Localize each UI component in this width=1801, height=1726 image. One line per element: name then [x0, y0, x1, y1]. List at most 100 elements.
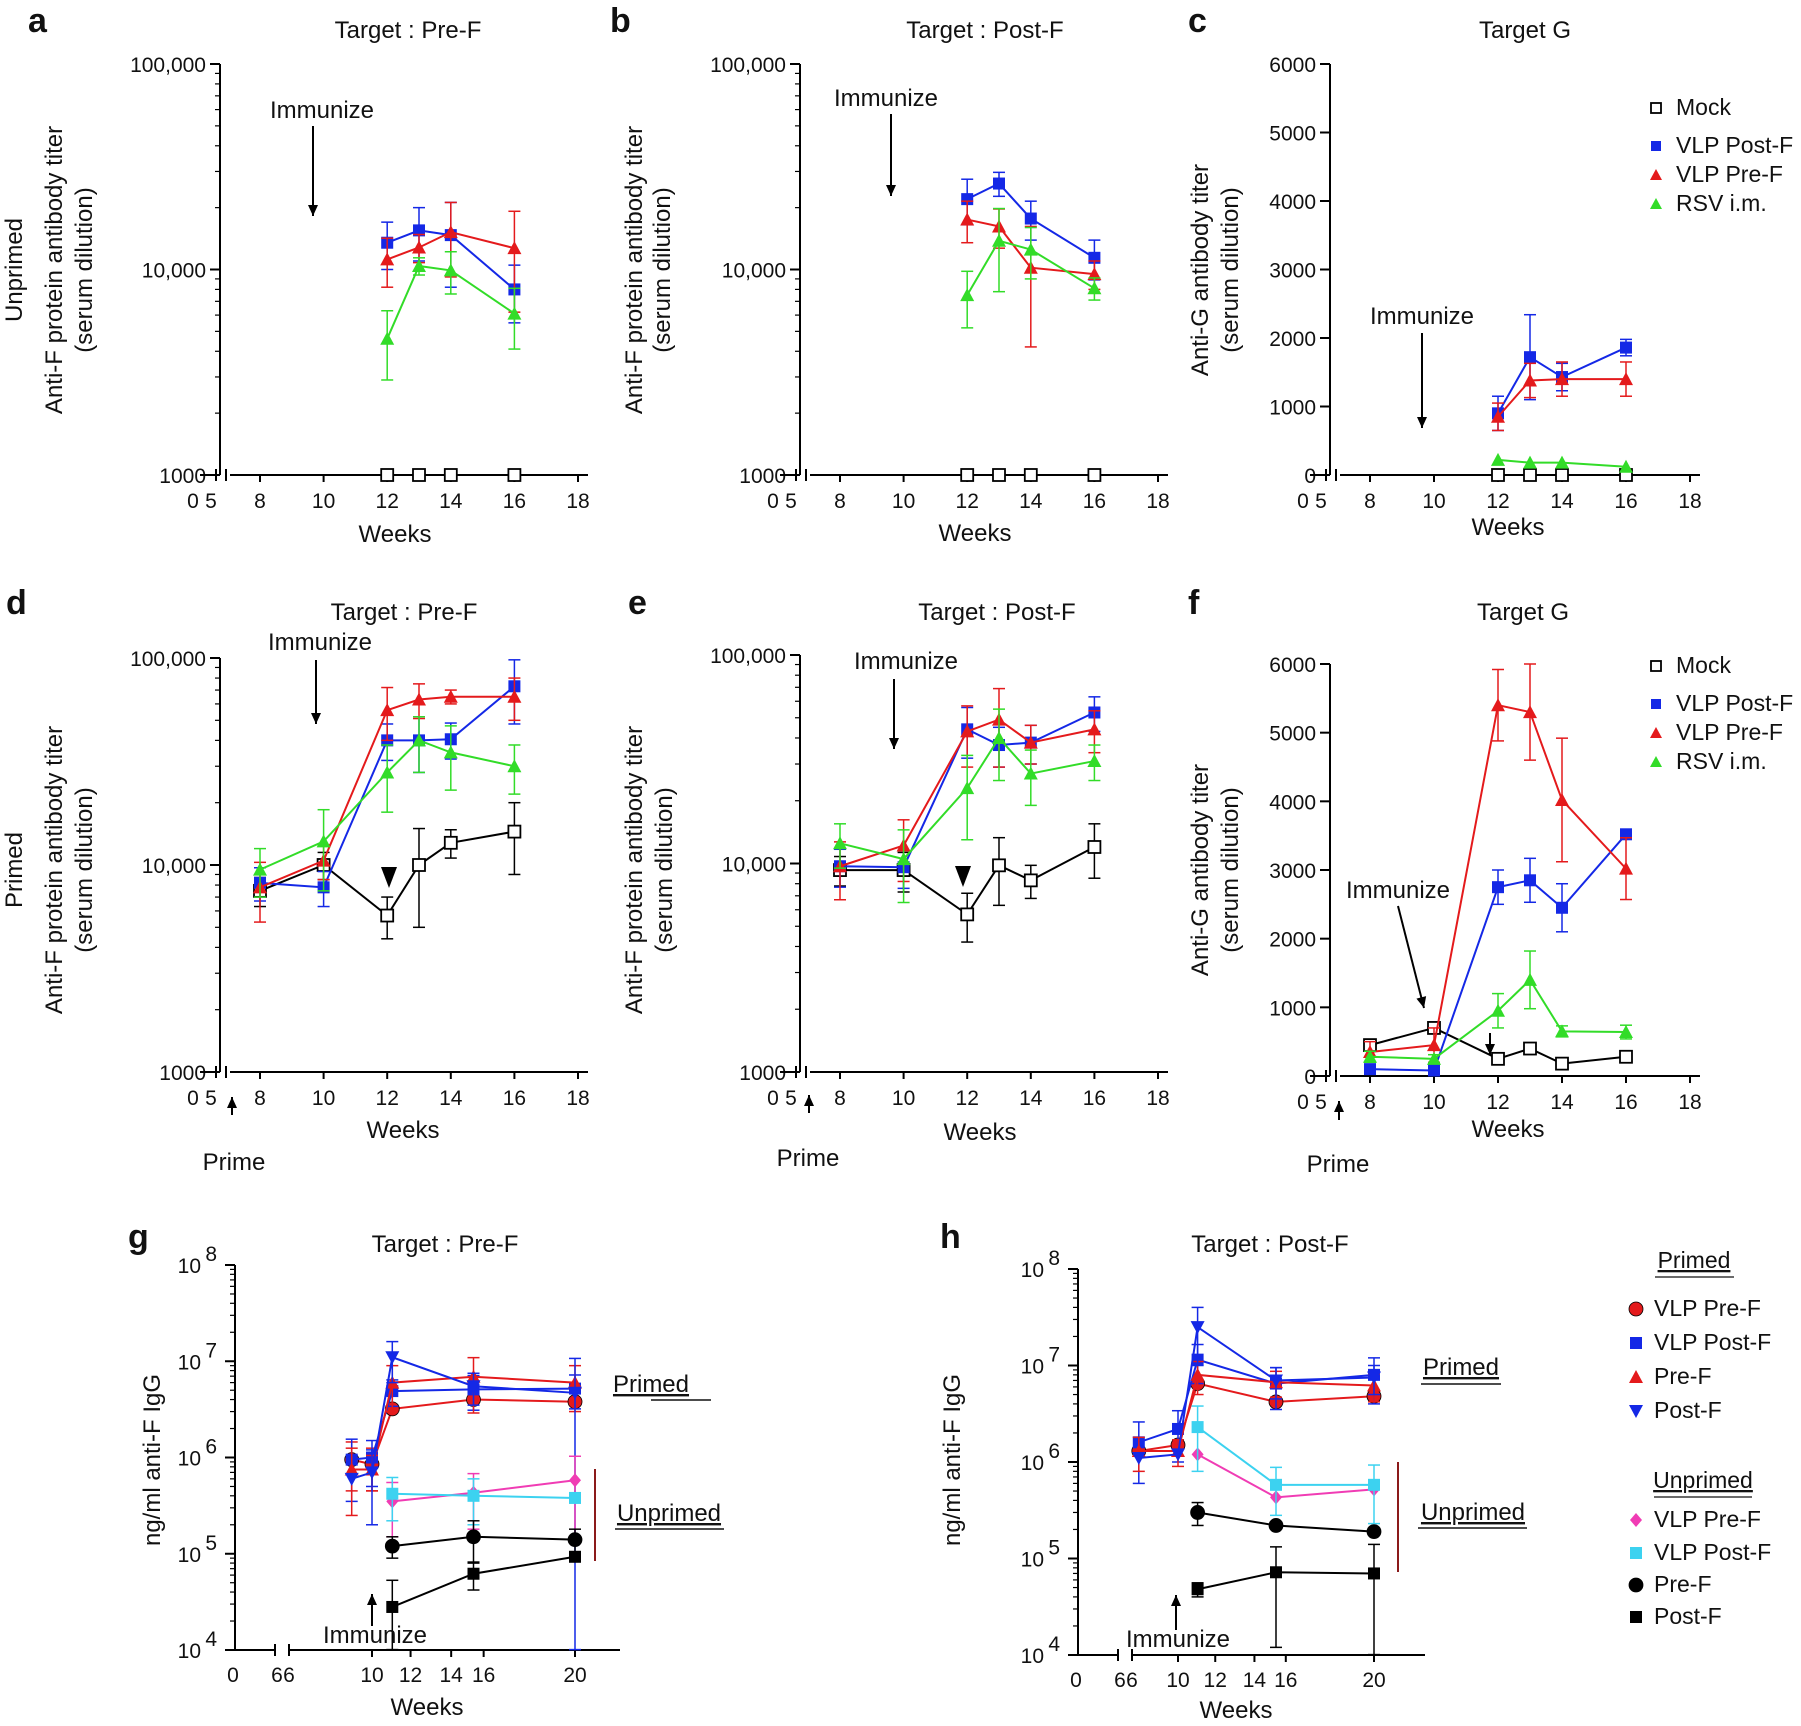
data-point: [412, 240, 426, 254]
legend-label: Pre-F: [1654, 1363, 1712, 1389]
data-point: [1087, 281, 1102, 295]
legend-marker: [1650, 169, 1662, 180]
y-axis-label: Anti-F protein antibody titer: [41, 726, 68, 1014]
immunize-label: Immunize: [1126, 1626, 1230, 1653]
data-point: [412, 858, 426, 872]
data-point: [413, 224, 425, 237]
series-line: [839, 718, 1095, 868]
x-tick-label: 12: [376, 1087, 399, 1110]
x-tick-label: 8: [834, 1087, 846, 1110]
series-line: [966, 182, 1095, 259]
data-point: [1491, 452, 1505, 466]
panel-c: c Target G Anti-G antibody titer (serum dil…: [1187, 2, 1702, 541]
y-axis-label: ng/ml anti-F IgG: [939, 1374, 966, 1546]
x-tick-label: 8: [254, 1087, 266, 1110]
data-point: [1131, 1452, 1146, 1466]
y-axis-label: (serum dilution): [71, 787, 98, 952]
data-point: [380, 252, 395, 266]
data-point: [443, 835, 458, 850]
legend-marker: [1650, 727, 1662, 738]
legend-marker: [1630, 1547, 1642, 1559]
data-point: [569, 1550, 581, 1563]
data-point: [1491, 1003, 1505, 1017]
data-point: [443, 745, 458, 759]
series-line: [386, 231, 515, 261]
x-tick-label: 14: [439, 490, 463, 513]
y-tick-label: 10: [178, 1448, 201, 1471]
x-tick-label: 10: [1422, 1091, 1445, 1114]
immunize-arrow-head: [1171, 1595, 1181, 1606]
y-tick-label: 3000: [1269, 260, 1316, 283]
data-point: [365, 1466, 379, 1480]
series-primed-post-f: [344, 1340, 582, 1651]
y-tick-exponent: 7: [1048, 1344, 1060, 1367]
x-axis-label: Weeks: [1472, 1116, 1545, 1143]
panel-label: f: [1188, 584, 1200, 622]
data-point: [386, 1600, 399, 1613]
immunize-arrow-head: [367, 1594, 377, 1605]
y-axis-label: (serum dilution): [1217, 787, 1244, 952]
y-tick-label: 6000: [1269, 54, 1316, 77]
chart-title: Target : Pre-F: [335, 17, 482, 44]
x-axis-label: Weeks: [359, 521, 432, 548]
data-point: [412, 258, 426, 272]
series-line: [392, 1492, 576, 1499]
series-rsv-i-m-: [1491, 452, 1633, 473]
data-point: [960, 468, 975, 482]
data-point: [507, 468, 522, 482]
data-point: [412, 733, 426, 747]
y-tick-exponent: 5: [205, 1532, 217, 1555]
x-tick-label: 0: [767, 1087, 779, 1110]
y-tick-label: 0: [1304, 1066, 1316, 1089]
x-tick-label: 16: [472, 1664, 495, 1687]
y-tick-label: 1000: [1269, 397, 1316, 420]
x-tick-label: 18: [1678, 1091, 1701, 1114]
series-line: [351, 1355, 576, 1480]
series-line: [1197, 1453, 1375, 1499]
y-axis-label: ng/ml anti-F IgG: [139, 1374, 166, 1546]
x-tick-label: 0: [227, 1664, 239, 1687]
x-tick-label: 14: [439, 1087, 463, 1110]
x-tick-label: 5: [205, 490, 217, 513]
legend-marker: [1630, 1337, 1642, 1349]
y-tick-label: 2000: [1269, 929, 1316, 952]
x-tick-label: 10: [360, 1664, 383, 1687]
y-tick-label: 10: [1021, 1549, 1044, 1572]
data-point: [1491, 1051, 1505, 1066]
data-point: [1523, 455, 1537, 469]
data-point: [1619, 372, 1633, 386]
data-point: [1024, 212, 1037, 225]
y-tick-label: 2000: [1269, 328, 1316, 351]
series-unprimed-vlp-post-f: [1191, 1405, 1380, 1525]
y-axis-label: (serum dilution): [71, 187, 98, 352]
x-tick-label: 14: [1019, 1087, 1043, 1110]
series-unprimed-vlp-pre-f: [1191, 1447, 1380, 1505]
x-tick-label: 10: [1422, 490, 1445, 513]
data-point: [1523, 705, 1537, 719]
data-point: [467, 1489, 480, 1502]
data-point: [507, 759, 522, 773]
x-tick-label: 0: [187, 1087, 199, 1110]
x-tick-label: 10: [892, 490, 915, 513]
panel-g: g Target : Pre-Fng/ml anti-F IgG104105106…: [128, 1218, 620, 1721]
data-point: [1555, 1024, 1569, 1038]
panel-label: g: [128, 1218, 149, 1256]
legend-marker: [1650, 660, 1662, 672]
immunize-arrow-head: [886, 185, 896, 196]
data-point: [1023, 735, 1038, 749]
data-point: [1368, 1478, 1380, 1491]
series-rsv-i-m-: [380, 251, 522, 381]
y-axis-label: Anti-G antibody titer: [1187, 764, 1214, 976]
series-line: [386, 229, 516, 291]
data-point: [1523, 1041, 1537, 1056]
y-tick-label: 100,000: [130, 648, 206, 671]
arrowhead-marker: [381, 867, 397, 888]
legend-label: VLP Pre-F: [1654, 1295, 1761, 1321]
x-tick-label: 14: [1550, 1091, 1574, 1114]
y-tick-label: 100,000: [710, 645, 786, 668]
x-tick-label: 10: [312, 1087, 335, 1110]
chart-title: Target G: [1477, 599, 1569, 626]
data-point: [380, 703, 395, 717]
x-axis-label: Weeks: [1472, 514, 1545, 541]
y-tick-label: 10: [178, 1640, 201, 1663]
